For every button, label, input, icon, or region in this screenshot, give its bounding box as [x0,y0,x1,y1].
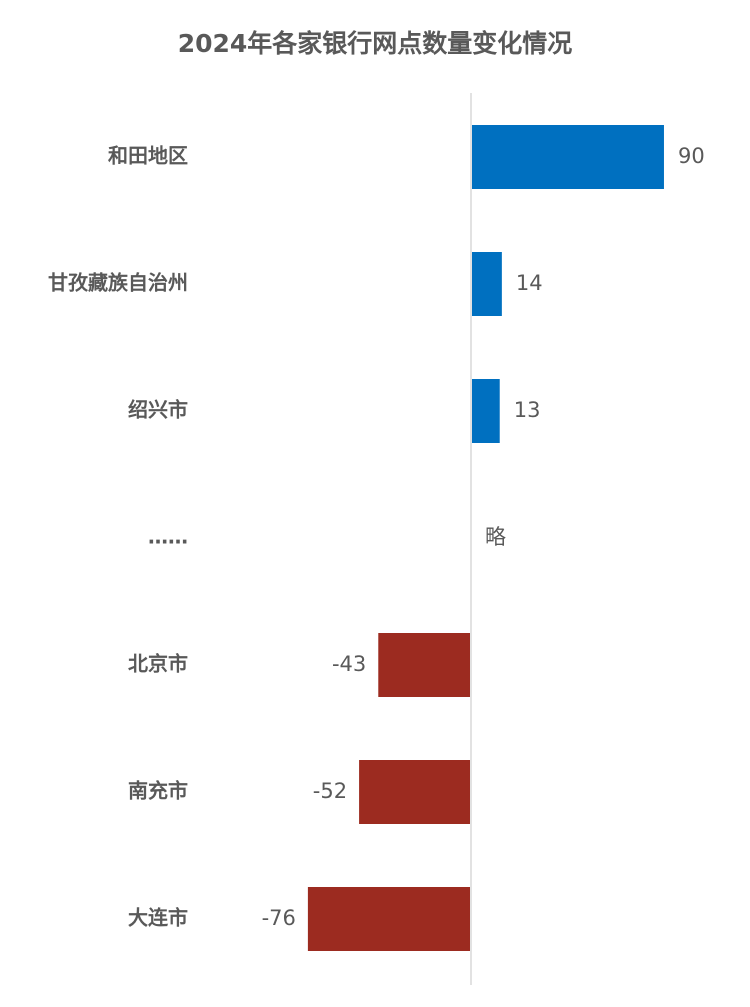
chart-title: 2024年各家银行网点数量变化情况 [178,29,573,58]
category-label: 北京市 [128,652,188,676]
value-label: -52 [313,779,347,803]
value-label: 90 [678,144,705,168]
category-label: …… [148,525,188,549]
bar [472,252,502,316]
value-label: -76 [262,906,296,930]
value-label: 略 [485,525,506,549]
category-label: 大连市 [128,906,188,930]
category-label: 甘孜藏族自治州 [48,271,188,295]
value-label: -43 [332,652,366,676]
category-label: 南充市 [128,779,188,803]
value-label: 13 [514,398,541,422]
bar [472,379,500,443]
bar [359,760,470,824]
category-label: 绍兴市 [128,398,188,422]
bar [378,633,470,697]
value-label: 14 [516,271,543,295]
bar [472,125,664,189]
bar [307,887,470,951]
category-label: 和田地区 [108,144,188,168]
